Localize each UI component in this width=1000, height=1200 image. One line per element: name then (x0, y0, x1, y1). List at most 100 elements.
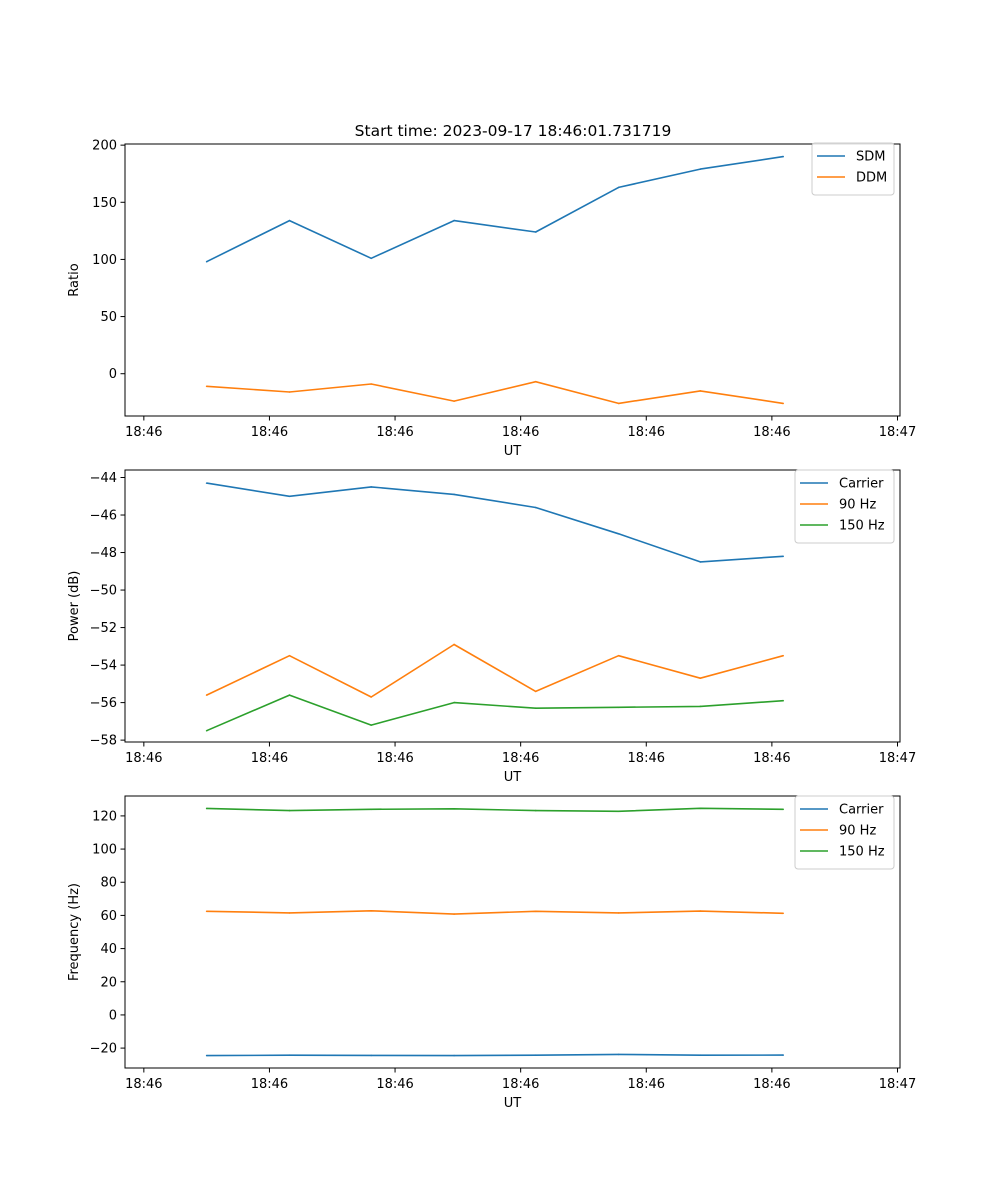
plot-2-legend-label: 150 Hz (839, 845, 885, 860)
plot-2-data-point (534, 910, 537, 913)
plot-0-data-point (782, 402, 784, 405)
plot-0-y-tick-label: 0 (109, 367, 117, 382)
plot-2-data-point (617, 912, 620, 914)
plot-2-series-line-150-hz (206, 807, 784, 813)
plot-2-data-point (205, 910, 208, 913)
plot-2-data-point (370, 909, 372, 912)
plot-1-data-point (617, 706, 620, 709)
plot-1-x-tick-label: 18:46 (502, 751, 539, 766)
plot-0-x-tick-label: 18:46 (753, 425, 790, 440)
plot-2-data-point (370, 1054, 372, 1057)
plot-2-series-line-carrier (206, 1053, 784, 1057)
plot-2-y-tick-label: 80 (100, 876, 117, 891)
plot-2-x-axis-label: UT (504, 1096, 522, 1111)
figure-title: Start time: 2023-09-17 18:46:01.731719 (355, 122, 672, 140)
frequency-plot: 18:46 18:46 18:46 18:46 18:46 18:46 18:47 −20 0 2… (67, 795, 916, 1111)
plot-1-y-tick-label: −48 (90, 546, 117, 561)
plot-0-data-point (205, 260, 208, 263)
plot-1-x-axis-label: UT (504, 770, 522, 785)
plot-2-axes-frame (124, 795, 901, 1069)
plot-0-x-axis-label: UT (504, 444, 522, 459)
plot-2-data-point (699, 807, 702, 810)
plot-0-data-point (205, 385, 208, 388)
plot-1-legend-label: Carrier (839, 477, 884, 492)
plot-1-y-tick-label: −50 (90, 584, 117, 599)
plot-2-x-tick-label: 18:46 (753, 1077, 790, 1092)
plot-0-legend-label: DDM (856, 171, 887, 186)
plot-2-y-tick-label: −20 (90, 1042, 117, 1057)
plot-1-data-point (288, 654, 291, 657)
plot-2-data-point (453, 913, 455, 915)
plot-1-data-point (617, 532, 620, 535)
plot-1-x-tick-label: 18:46 (628, 751, 665, 766)
plot-2-data-point (453, 807, 455, 810)
power-plot: 18:46 18:46 18:46 18:46 18:46 18:46 18:47 −58 −5… (67, 469, 916, 785)
plot-2-data-point (288, 809, 291, 812)
plot-0-data-point (617, 186, 620, 189)
plot-1-data-point (782, 699, 784, 702)
plot-2-data-point (288, 912, 291, 914)
plot-0-x-tick-label: 18:47 (879, 425, 916, 440)
plot-2-x-tick-label: 18:46 (502, 1077, 539, 1092)
plot-2-data-point (534, 809, 537, 812)
plot-1-data-point (205, 694, 208, 696)
plot-1-series-line-90-hz (206, 643, 784, 698)
plot-1-data-point (370, 696, 372, 698)
plot-1-data-point (453, 701, 455, 704)
plot-2-data-point (782, 808, 784, 811)
plot-1-y-tick-label: −46 (90, 509, 117, 524)
plot-0-data-point (288, 219, 291, 222)
plot-2-data-point (534, 1054, 537, 1057)
plot-0-y-tick-label: 100 (92, 253, 117, 268)
plot-0-data-point (370, 383, 372, 385)
plot-1-y-tick-label: −58 (90, 734, 117, 749)
plot-2-y-tick-label: 60 (100, 909, 117, 924)
plot-2-data-point (782, 1054, 784, 1056)
plot-0-data-point (370, 257, 372, 260)
plot-0-data-point (699, 168, 702, 170)
plot-0-x-tick-label: 18:46 (502, 425, 539, 440)
plot-1-y-axis-label: Power (dB) (67, 571, 82, 642)
plot-0-x-tick-label: 18:46 (251, 425, 288, 440)
plot-0-data-point (534, 231, 537, 233)
plot-2-y-tick-label: 40 (100, 942, 117, 957)
plot-1-data-point (205, 482, 208, 484)
plot-1-data-point (370, 724, 372, 726)
plot-2-legend-label: Carrier (839, 803, 884, 818)
plot-1-data-point (534, 506, 537, 509)
plot-0-x-tick-label: 18:46 (376, 425, 413, 440)
plot-1-data-point (370, 486, 372, 488)
plot-0-data-point (782, 155, 784, 158)
plot-2-legend-label: 90 Hz (839, 824, 876, 839)
plot-2-data-point (370, 808, 372, 811)
plot-1-data-point (288, 694, 291, 696)
plot-0-y-tick-label: 50 (100, 310, 117, 325)
plot-1-x-tick-label: 18:46 (376, 751, 413, 766)
plot-1-legend-label: 150 Hz (839, 519, 885, 534)
plot-1-data-point (699, 561, 702, 563)
plot-1-data-point (699, 705, 702, 708)
plot-0-axes-frame (124, 143, 901, 417)
plot-0-y-tick-label: 200 (92, 139, 117, 154)
plot-2-y-axis-label: Frequency (Hz) (67, 883, 82, 981)
plot-2-data-point (453, 1054, 455, 1057)
plot-1-x-tick-label: 18:46 (251, 751, 288, 766)
plot-1-x-tick-label: 18:46 (753, 751, 790, 766)
plot-1-x-tick-label: 18:46 (125, 751, 162, 766)
plot-0-data-point (288, 391, 291, 393)
plot-1-data-point (453, 643, 455, 646)
plot-0-series-line-ddm (206, 380, 784, 405)
plot-1-y-tick-label: −52 (90, 621, 117, 636)
plot-1-legend-label: 90 Hz (839, 498, 876, 513)
plot-2-y-tick-label: 120 (92, 809, 117, 824)
plot-1-data-point (453, 493, 455, 496)
plot-0-legend-label: SDM (856, 150, 885, 165)
plot-2-y-tick-label: 20 (100, 975, 117, 990)
plot-0-data-point (534, 380, 537, 383)
plot-1-data-point (617, 654, 620, 657)
plot-2-data-point (205, 807, 208, 810)
plot-2-series-line-90-hz (206, 909, 784, 915)
plot-2-y-tick-label: 0 (109, 1008, 117, 1023)
plot-1-x-tick-label: 18:47 (879, 751, 916, 766)
